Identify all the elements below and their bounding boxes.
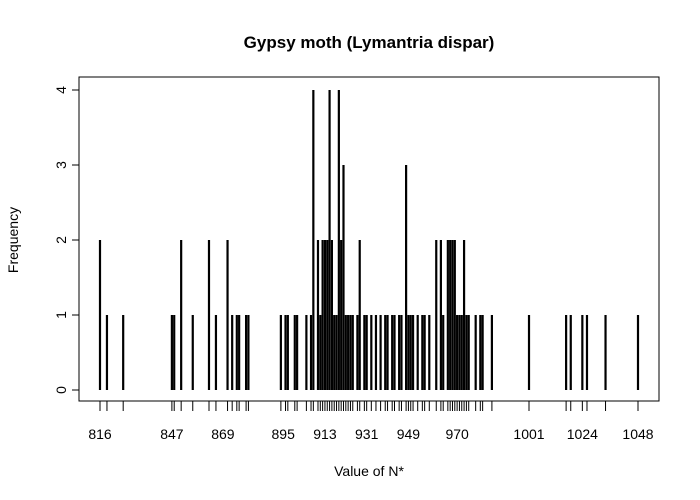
y-tick-label: 3 — [53, 161, 69, 169]
x-tick-label: 895 — [272, 426, 296, 442]
x-tick-label: 931 — [355, 426, 379, 442]
y-tick-label: 4 — [53, 86, 69, 94]
x-tick-label: 970 — [445, 426, 469, 442]
x-axis: 816 847 869 895 913 931 949 970 1001 1024 1048 — [88, 400, 654, 442]
bar-series — [98, 90, 640, 390]
chart-title: Gypsy moth (Lymantria dispar) — [244, 33, 495, 52]
x-tick-label: 1001 — [513, 426, 544, 442]
x-tick-label: 1024 — [567, 426, 598, 442]
y-tick-label: 1 — [53, 311, 69, 319]
x-tick-label: 949 — [397, 426, 421, 442]
rug-marks — [99, 401, 639, 411]
y-axis: 0 1 2 3 4 — [53, 86, 80, 394]
y-axis-label: Frequency — [5, 207, 21, 273]
x-tick-label: 913 — [313, 426, 337, 442]
x-tick-label: 816 — [88, 426, 112, 442]
x-tick-label: 869 — [211, 426, 235, 442]
y-tick-label: 2 — [53, 236, 69, 244]
x-tick-label: 847 — [160, 426, 184, 442]
y-tick-label: 0 — [53, 386, 69, 394]
x-axis-label: Value of N* — [334, 463, 404, 479]
x-tick-label: 1048 — [622, 426, 653, 442]
plot-frame — [78, 76, 660, 402]
